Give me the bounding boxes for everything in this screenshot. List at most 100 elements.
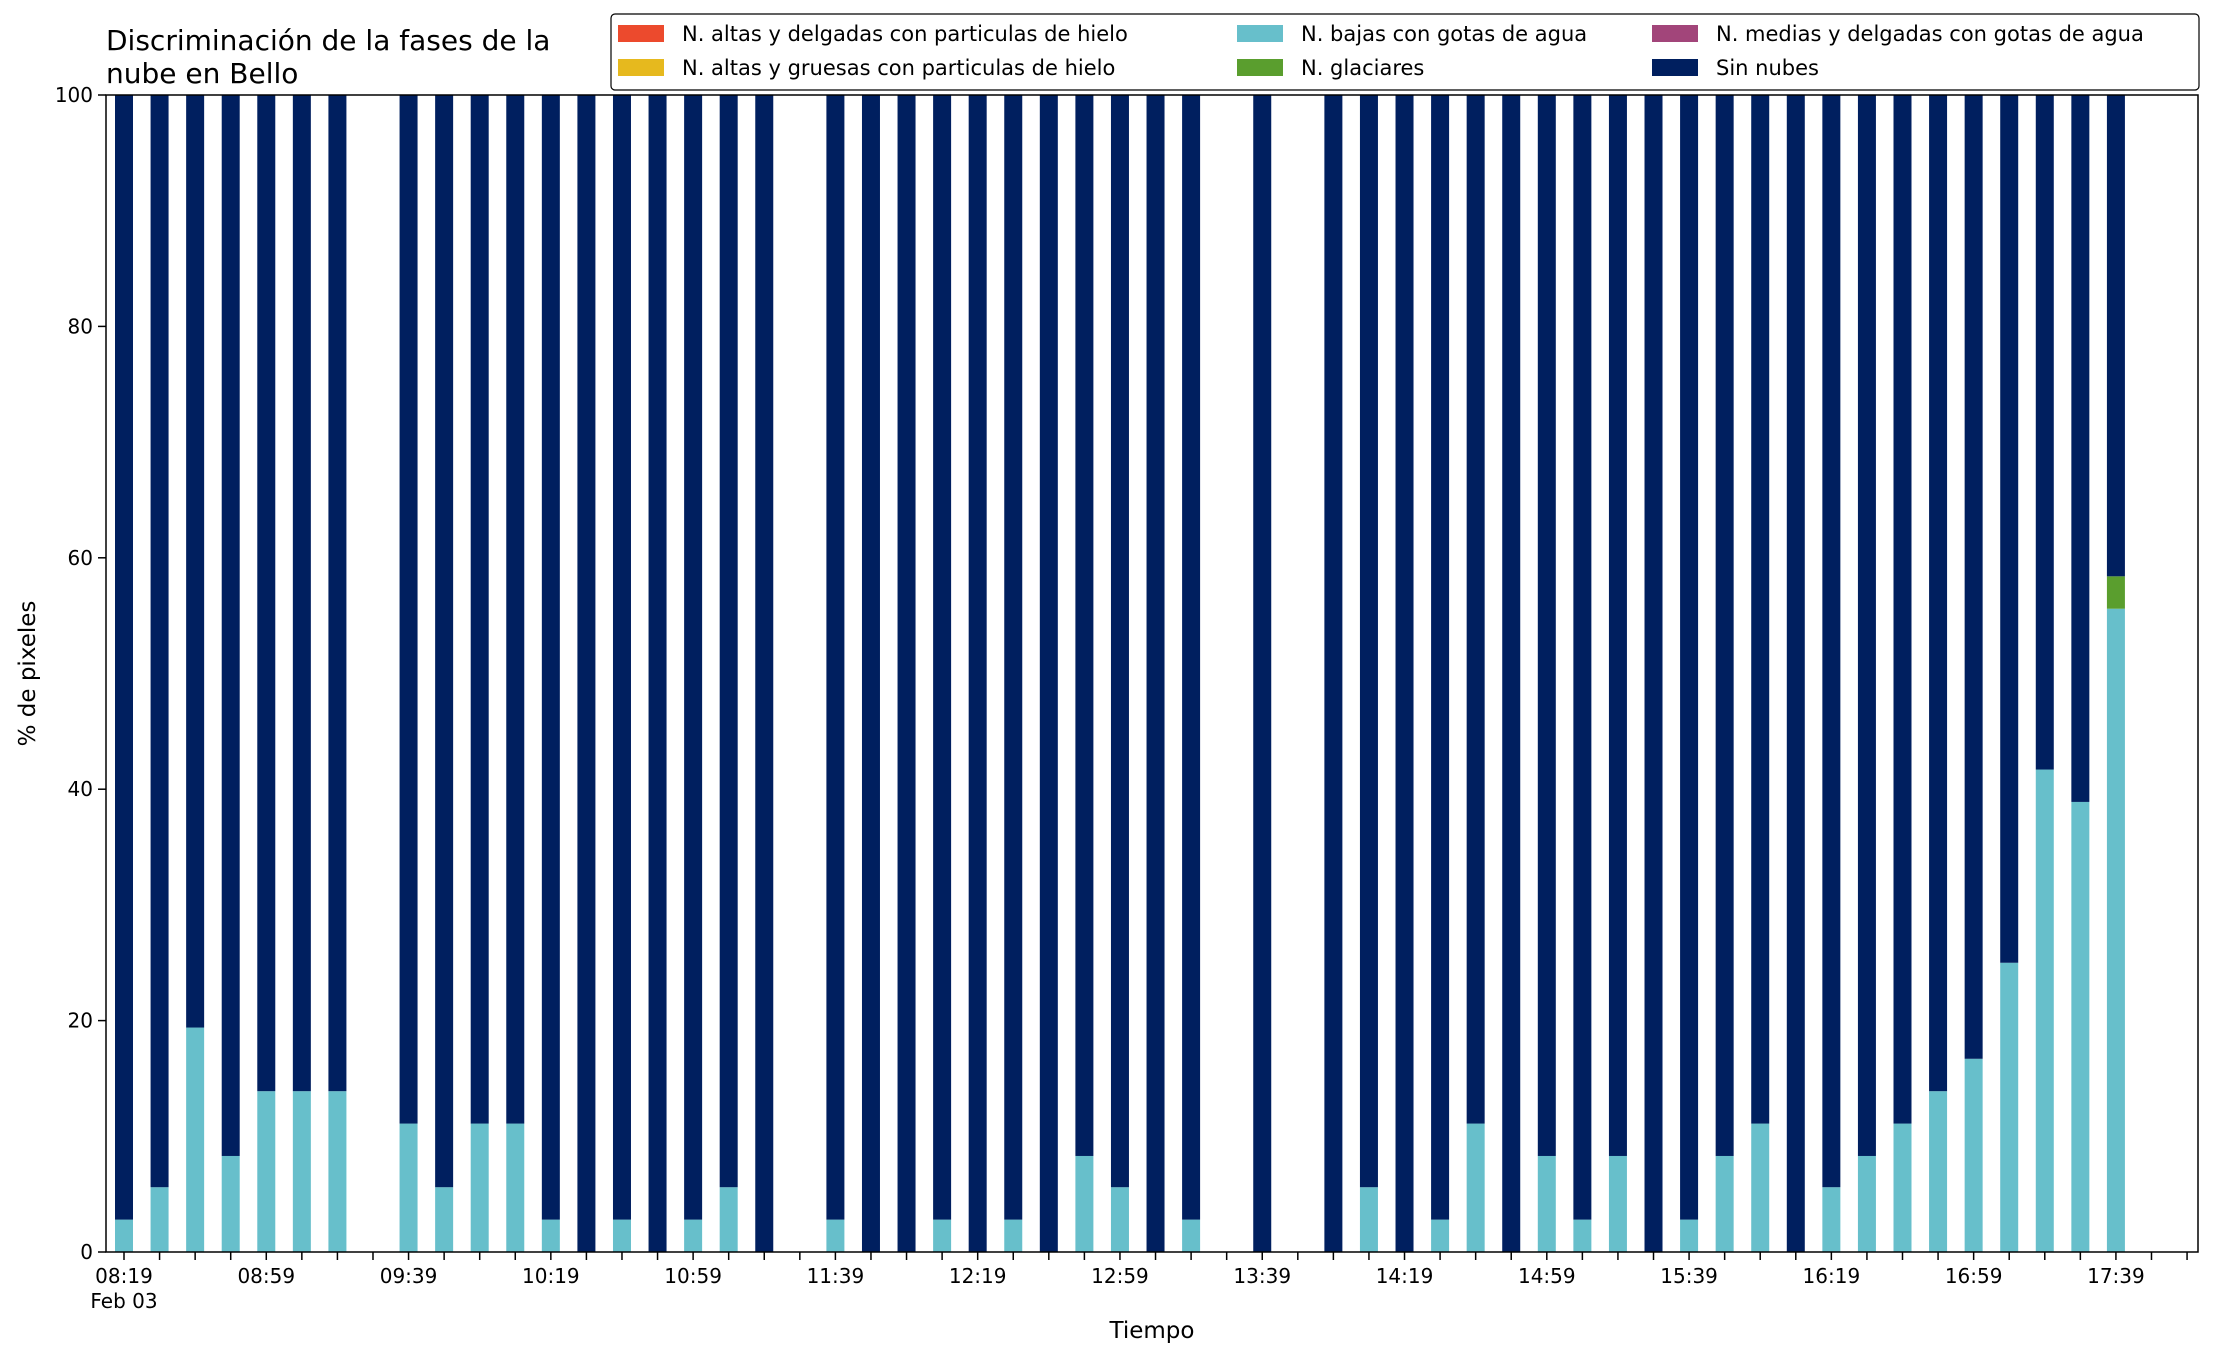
bar-segment-51-series-5 [1929,95,1948,1092]
bar-segment-6-series-2 [328,1091,347,1252]
bar-segment-8-series-2 [399,1123,418,1252]
x-tick-label-14: 17:39 [2087,1264,2145,1288]
legend-swatch-5 [1652,59,1698,76]
bar-segment-20-series-5 [826,95,845,1220]
y-tick-label-60: 60 [68,546,93,570]
legend-label-5: Sin nubes [1716,56,1819,80]
chart-title-line-2: nube en Bello [106,57,298,90]
bar-segment-44-series-2 [1680,1219,1699,1252]
bar-segment-38-series-2 [1466,1123,1485,1252]
bar-segment-56-series-5 [2106,95,2125,577]
bar-segment-36-series-5 [1395,95,1414,1252]
bar-segment-27-series-2 [1075,1155,1094,1252]
bar-segment-5-series-2 [292,1091,311,1252]
bar-segment-40-series-2 [1537,1155,1556,1252]
legend-label-2: N. bajas con gotas de agua [1301,22,1587,46]
x-tick-label-8: 13:39 [1233,1264,1291,1288]
x-axis: 08:19 08:59 09:39 10:19 10:59 11:39 12:19 12:59… [90,1252,2188,1313]
bar-segment-1-series-5 [150,95,169,1188]
bar-segment-46-series-5 [1751,95,1770,1124]
bar-segment-16-series-2 [684,1219,703,1252]
bar-segment-8-series-5 [399,95,418,1124]
bar-segment-41-series-2 [1573,1219,1592,1252]
bar-segment-15-series-5 [648,95,667,1252]
bar-segment-53-series-2 [2000,962,2019,1252]
legend-swatch-2 [1237,25,1283,42]
legend-label-4: N. medias y delgadas con gotas de agua [1716,22,2144,46]
legend-swatch-1 [618,59,664,76]
x-tick-label-12: 16:19 [1803,1264,1861,1288]
bar-segment-54-series-5 [2035,95,2054,770]
bar-segment-9-series-5 [435,95,454,1188]
x-tick-label-2: 09:39 [380,1264,438,1288]
y-tick-label-40: 40 [68,777,93,801]
bar-segment-37-series-5 [1431,95,1450,1220]
bar-segment-51-series-2 [1929,1091,1948,1252]
bar-segment-56-series-2 [2106,608,2125,1252]
bar-segment-53-series-5 [2000,95,2019,963]
bar-segment-46-series-2 [1751,1123,1770,1252]
bar-segment-17-series-2 [719,1187,738,1252]
legend-swatch-3 [1237,59,1283,76]
bar-segment-28-series-5 [1110,95,1129,1188]
bar-segment-11-series-5 [506,95,525,1124]
bar-segment-48-series-5 [1822,95,1841,1188]
bar-segment-42-series-5 [1608,95,1627,1156]
bar-segment-42-series-2 [1608,1155,1627,1252]
bar-segment-30-series-5 [1182,95,1201,1220]
bar-segment-1-series-2 [150,1187,169,1252]
y-tick-label-20: 20 [68,1009,93,1033]
bar-segment-2-series-2 [186,1027,205,1252]
bar-segment-49-series-2 [1857,1155,1876,1252]
bar-segment-5-series-5 [292,95,311,1092]
bar-segment-12-series-2 [541,1219,560,1252]
bar-segment-50-series-2 [1893,1123,1912,1252]
bar-segment-10-series-5 [470,95,489,1124]
bar-segment-55-series-5 [2071,95,2090,802]
bar-segment-12-series-5 [541,95,560,1220]
plot-frame [105,94,2199,1253]
x-tick-label-5: 11:39 [807,1264,865,1288]
x-tick-label-9: 14:19 [1376,1264,1434,1288]
bar-segment-25-series-5 [1004,95,1023,1220]
bar-segment-17-series-5 [719,95,738,1188]
x-tick-label-4: 10:59 [664,1264,722,1288]
bar-segment-18-series-5 [755,95,774,1252]
bar-segment-45-series-5 [1715,95,1734,1156]
bar-segment-10-series-2 [470,1123,489,1252]
bar-segment-52-series-5 [1964,95,1983,1059]
bar-segment-13-series-5 [577,95,596,1252]
x-tick-label-1: 08:59 [237,1264,295,1288]
legend-label-1: N. altas y gruesas con particulas de hie… [682,56,1115,80]
bar-segment-37-series-2 [1431,1219,1450,1252]
bar-segment-32-series-5 [1253,95,1272,1252]
bar-segment-34-series-5 [1324,95,1343,1252]
bar-segment-24-series-5 [968,95,987,1252]
bar-segment-0-series-2 [115,1219,133,1252]
bar-segment-25-series-2 [1004,1219,1023,1252]
x-tick-label-6: 12:19 [949,1264,1007,1288]
bar-segment-28-series-2 [1110,1187,1129,1252]
x-tick-label-11: 15:39 [1660,1264,1718,1288]
bar-segment-35-series-5 [1359,95,1378,1188]
bar-segment-27-series-5 [1075,95,1094,1156]
legend-box [610,13,2200,91]
bar-segment-29-series-5 [1146,95,1165,1252]
bar-segment-14-series-5 [612,95,631,1220]
bar-segment-16-series-5 [684,95,703,1220]
x-tick-label-7: 12:59 [1091,1264,1149,1288]
bar-segment-44-series-5 [1680,95,1699,1220]
bar-segment-55-series-2 [2071,801,2090,1252]
x-axis-label: Tiempo [1109,1318,1195,1344]
y-tick-label-100: 100 [55,83,93,107]
bar-segment-22-series-5 [897,95,916,1252]
bar-segment-23-series-5 [933,95,952,1220]
y-axis: 0 20 40 60 80 100 [55,83,106,1264]
bar-segment-3-series-2 [221,1155,240,1252]
bar-segment-54-series-2 [2035,769,2054,1252]
bar-segment-3-series-5 [221,95,240,1156]
bar-segment-4-series-2 [257,1091,276,1252]
bar-segment-26-series-5 [1039,95,1058,1252]
